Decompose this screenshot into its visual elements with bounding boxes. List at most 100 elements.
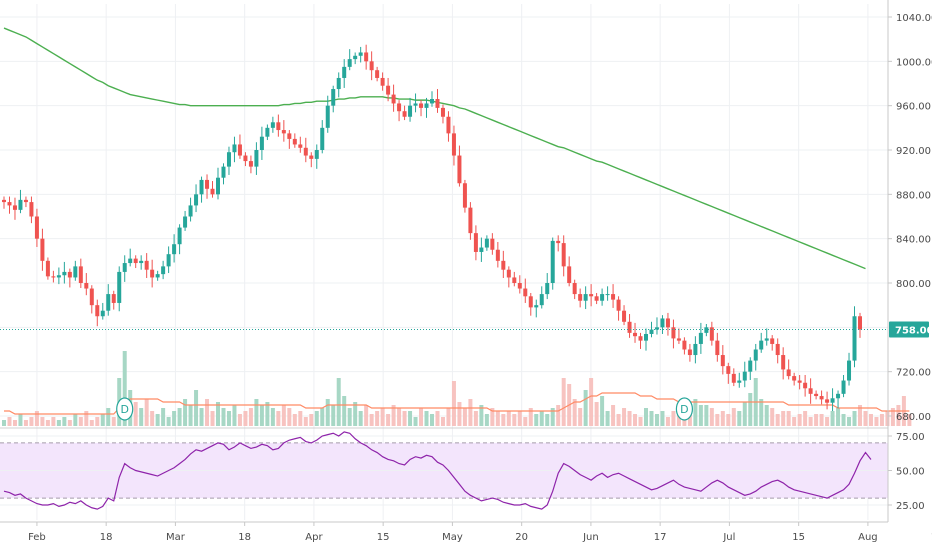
- volume-bar: [644, 408, 648, 426]
- volume-bar: [589, 378, 594, 426]
- candle-body: [128, 258, 133, 264]
- candle: [172, 234, 177, 263]
- candle-body: [726, 366, 731, 374]
- candle: [484, 235, 489, 251]
- candle-body: [819, 396, 824, 400]
- candle: [139, 255, 144, 270]
- candle: [254, 142, 259, 175]
- price-tick-label: 1000.00: [896, 57, 932, 68]
- candle: [7, 196, 12, 214]
- candle: [106, 284, 111, 316]
- candle: [545, 273, 550, 300]
- rsi-axis-labels: 75.00 50.00 25.00: [888, 432, 925, 512]
- rsi-pane[interactable]: [0, 431, 888, 510]
- time-tick-label: Feb: [28, 532, 46, 543]
- candle: [369, 51, 374, 81]
- candle: [786, 359, 791, 380]
- candle: [2, 196, 6, 209]
- candle-body: [84, 283, 89, 289]
- volume-bar: [391, 405, 396, 426]
- candle: [517, 275, 522, 294]
- candle-body: [150, 269, 155, 278]
- candle-body: [561, 243, 566, 267]
- volume-average-line: [4, 392, 910, 415]
- candle: [462, 179, 467, 213]
- volume-bar: [803, 411, 808, 426]
- candle-body: [166, 254, 171, 267]
- volume-bar: [879, 414, 884, 426]
- candle-body: [40, 238, 45, 261]
- candle: [320, 120, 325, 154]
- candle: [34, 208, 39, 247]
- candle: [512, 271, 517, 287]
- candle-body: [616, 299, 621, 311]
- candle-body: [100, 310, 105, 317]
- candle-body: [221, 166, 226, 178]
- volume-bar: [183, 399, 188, 426]
- candle: [364, 44, 369, 70]
- candle: [605, 286, 610, 301]
- price-axis[interactable]: 1040.00 1000.00 960.00 920.00 880.00 840.00 80…: [887, 0, 932, 522]
- volume-bar: [649, 411, 654, 426]
- volume-bar: [545, 414, 550, 426]
- candle-body: [792, 376, 797, 381]
- candle-body: [254, 150, 259, 167]
- candle: [117, 266, 122, 312]
- candle: [380, 72, 385, 91]
- candle: [572, 279, 577, 300]
- volume-bar: [517, 411, 522, 426]
- candle: [709, 321, 714, 346]
- volume-bar: [490, 408, 495, 426]
- rsi-tick-label: 75.00: [896, 432, 925, 443]
- candle: [841, 374, 846, 398]
- candle-body: [649, 329, 654, 334]
- volume-bar: [155, 414, 160, 426]
- price-tick-label: 880.00: [896, 190, 931, 201]
- time-axis[interactable]: Feb 18 Mar 18 Apr 15 May 20 Jun 17 Jul 15 Aug 19: [0, 521, 932, 543]
- candle: [73, 260, 78, 281]
- volume-bar: [830, 411, 835, 426]
- candle: [550, 237, 555, 290]
- candle: [166, 246, 171, 274]
- candle-body: [259, 136, 264, 150]
- candle-body: [122, 263, 127, 272]
- candle: [276, 114, 281, 137]
- volume-bar: [358, 411, 363, 426]
- volume-bar: [814, 414, 819, 426]
- candle-body: [803, 382, 808, 389]
- candle: [89, 285, 94, 314]
- dividend-marker-label: D: [120, 403, 128, 416]
- candle: [720, 345, 725, 375]
- candle: [803, 374, 808, 397]
- candle: [737, 372, 742, 388]
- candle: [199, 176, 204, 203]
- candle: [12, 197, 17, 220]
- volume-bar: [84, 411, 89, 426]
- candle-body: [23, 199, 28, 203]
- volume-bar: [600, 396, 605, 426]
- candle: [704, 324, 709, 337]
- price-tick-label: 1040.00: [896, 13, 932, 24]
- candle-body: [528, 296, 533, 308]
- candle: [155, 270, 160, 281]
- dividend-marker[interactable]: D: [675, 397, 694, 421]
- volume-bar: [819, 414, 824, 426]
- candle-body: [276, 122, 281, 131]
- candle-body: [797, 380, 802, 383]
- volume-bar: [885, 411, 890, 426]
- candle-body: [413, 103, 418, 106]
- volume-bar: [858, 405, 862, 426]
- volume-bar: [144, 399, 149, 426]
- volume-bar: [435, 411, 440, 426]
- volume-bar: [890, 408, 895, 426]
- price-tick-label: 680.00: [896, 412, 931, 423]
- dividend-marker[interactable]: D: [116, 397, 134, 421]
- candle-body: [205, 179, 210, 189]
- volume-bar: [111, 417, 116, 426]
- volume-bar: [7, 417, 12, 426]
- candle-body: [342, 66, 347, 78]
- candle-body: [45, 260, 50, 277]
- volume-bar: [462, 408, 467, 426]
